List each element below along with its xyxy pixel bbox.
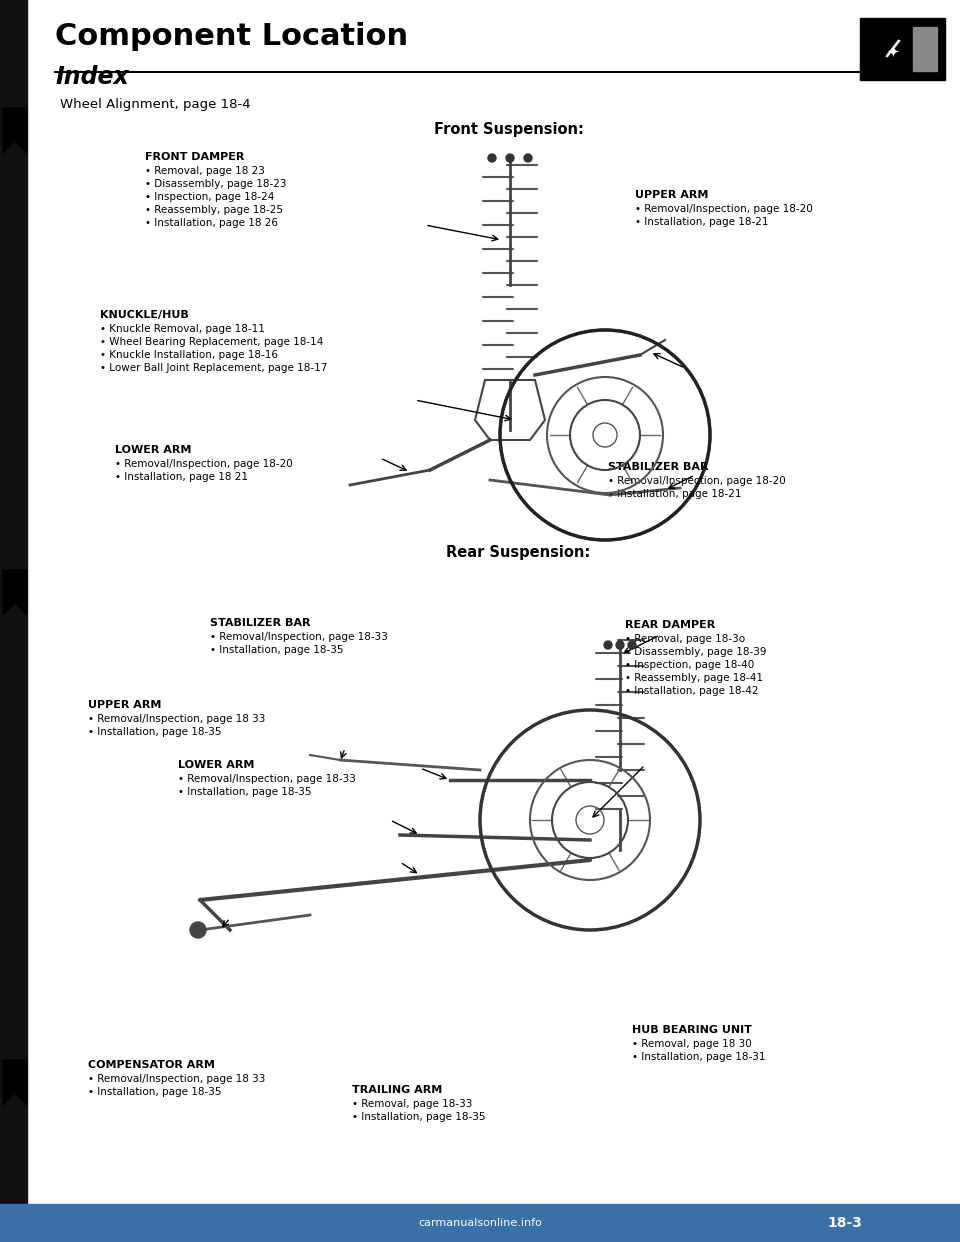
Text: FRONT DAMPER: FRONT DAMPER — [145, 152, 245, 161]
Text: • Removal, page 18-3o: • Removal, page 18-3o — [625, 633, 745, 645]
Text: • Wheel Bearing Replacement, page 18-14: • Wheel Bearing Replacement, page 18-14 — [100, 337, 324, 347]
Text: COMPENSATOR ARM: COMPENSATOR ARM — [88, 1059, 215, 1071]
Text: • Installation, page 18-42: • Installation, page 18-42 — [625, 686, 758, 696]
Text: carmanualsonline.info: carmanualsonline.info — [418, 1218, 542, 1228]
Text: • Removal/Inspection, page 18-20: • Removal/Inspection, page 18-20 — [115, 460, 293, 469]
Polygon shape — [3, 108, 27, 153]
Text: • Installation, page 18 26: • Installation, page 18 26 — [145, 219, 278, 229]
Text: • Removal/Inspection, page 18-20: • Removal/Inspection, page 18-20 — [608, 476, 785, 486]
Circle shape — [628, 641, 636, 650]
Text: • Removal/Inspection, page 18-33: • Removal/Inspection, page 18-33 — [210, 632, 388, 642]
Text: • Knuckle Installation, page 18-16: • Knuckle Installation, page 18-16 — [100, 350, 278, 360]
Text: REAR DAMPER: REAR DAMPER — [625, 620, 715, 630]
Text: • Removal/Inspection, page 18 33: • Removal/Inspection, page 18 33 — [88, 714, 265, 724]
Text: Rear Suspension:: Rear Suspension: — [446, 545, 590, 560]
Polygon shape — [3, 570, 27, 615]
Text: KNUCKLE/HUB: KNUCKLE/HUB — [100, 310, 189, 320]
Text: • Removal/Inspection, page 18-33: • Removal/Inspection, page 18-33 — [178, 774, 356, 784]
Circle shape — [604, 641, 612, 650]
Bar — [860, 17, 945, 79]
Text: • Removal/Inspection, page 18-20: • Removal/Inspection, page 18-20 — [635, 204, 813, 214]
Text: 18-3: 18-3 — [828, 1216, 862, 1230]
Text: • Installation, page 18-35: • Installation, page 18-35 — [210, 645, 344, 655]
Text: • Knuckle Removal, page 18-11: • Knuckle Removal, page 18-11 — [100, 324, 265, 334]
Text: UPPER ARM: UPPER ARM — [635, 190, 708, 200]
Text: • Removal, page 18-33: • Removal, page 18-33 — [352, 1099, 472, 1109]
Text: Front Suspension:: Front Suspension: — [434, 122, 584, 137]
Text: Index: Index — [55, 65, 129, 89]
Circle shape — [488, 154, 496, 161]
Text: • Removal/Inspection, page 18 33: • Removal/Inspection, page 18 33 — [88, 1074, 265, 1084]
Text: • Lower Ball Joint Replacement, page 18-17: • Lower Ball Joint Replacement, page 18-… — [100, 363, 327, 373]
Text: • Installation, page 18-21: • Installation, page 18-21 — [608, 489, 741, 499]
Text: • Removal, page 18 23: • Removal, page 18 23 — [145, 166, 265, 176]
Text: STABILIZER BAR: STABILIZER BAR — [608, 462, 708, 472]
Polygon shape — [3, 1059, 27, 1105]
Text: • Installation, page 18-35: • Installation, page 18-35 — [88, 1087, 222, 1097]
Text: STABILIZER BAR: STABILIZER BAR — [210, 619, 310, 628]
Bar — [0, 0, 27, 1242]
Text: • Installation, page 18-35: • Installation, page 18-35 — [178, 787, 311, 797]
Text: Component Location: Component Location — [55, 22, 408, 51]
Text: • Removal, page 18 30: • Removal, page 18 30 — [632, 1040, 752, 1049]
Text: • Installation, page 18 21: • Installation, page 18 21 — [115, 472, 248, 482]
Text: • Inspection, page 18-40: • Inspection, page 18-40 — [625, 660, 755, 669]
Bar — [913, 27, 937, 71]
Text: • Reassembly, page 18-25: • Reassembly, page 18-25 — [145, 205, 283, 215]
Circle shape — [190, 922, 206, 938]
Text: • Disassembly, page 18-39: • Disassembly, page 18-39 — [625, 647, 766, 657]
Circle shape — [524, 154, 532, 161]
Text: • Installation, page 18-35: • Installation, page 18-35 — [88, 727, 222, 737]
Text: • Installation, page 18-35: • Installation, page 18-35 — [352, 1112, 486, 1122]
Text: • Installation, page 18-21: • Installation, page 18-21 — [635, 217, 769, 227]
Text: HUB BEARING UNIT: HUB BEARING UNIT — [632, 1025, 752, 1035]
Text: ✦: ✦ — [886, 45, 899, 60]
Text: • Disassembly, page 18-23: • Disassembly, page 18-23 — [145, 179, 286, 189]
Text: /: / — [884, 36, 900, 62]
Text: LOWER ARM: LOWER ARM — [115, 445, 191, 455]
Circle shape — [616, 641, 624, 650]
Circle shape — [506, 154, 514, 161]
Text: • Reassembly, page 18-41: • Reassembly, page 18-41 — [625, 673, 763, 683]
Text: Wheel Alignment, page 18-4: Wheel Alignment, page 18-4 — [60, 98, 251, 111]
Text: LOWER ARM: LOWER ARM — [178, 760, 254, 770]
Bar — [0, 1203, 960, 1242]
Text: 18-3: 18-3 — [743, 1215, 840, 1242]
Text: • Inspection, page 18-24: • Inspection, page 18-24 — [145, 193, 275, 202]
Text: • Installation, page 18-31: • Installation, page 18-31 — [632, 1052, 765, 1062]
Text: TRAILING ARM: TRAILING ARM — [352, 1086, 443, 1095]
Text: UPPER ARM: UPPER ARM — [88, 700, 161, 710]
